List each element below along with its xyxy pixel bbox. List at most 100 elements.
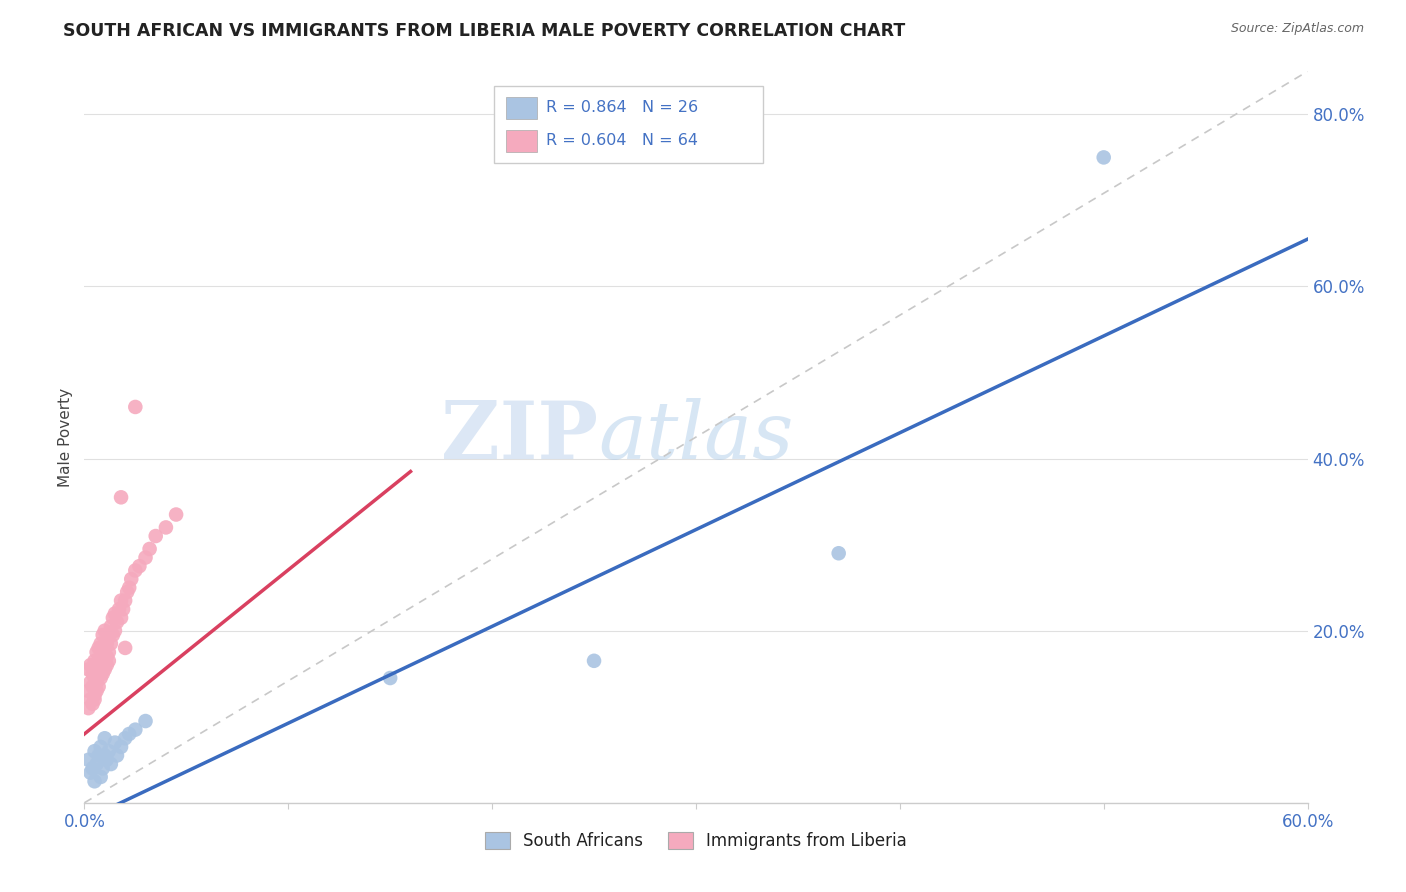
Point: [104, 624, 127, 638]
Point: [135, 550, 157, 565]
Point: [114, 640, 136, 655]
Point: [100, 757, 122, 772]
Point: [114, 593, 136, 607]
Point: [87, 640, 110, 655]
Point: [110, 739, 132, 754]
Point: [93, 654, 115, 668]
Point: [83, 692, 105, 706]
Point: [124, 723, 146, 737]
Point: [145, 529, 167, 543]
Point: [110, 491, 132, 505]
Point: [93, 748, 115, 763]
Point: [83, 744, 105, 758]
Point: [90, 649, 112, 664]
Y-axis label: Male Poverty: Male Poverty: [58, 387, 73, 487]
Point: [90, 637, 112, 651]
Point: [114, 731, 136, 746]
Bar: [506, 130, 537, 152]
Point: [93, 731, 115, 746]
Point: [108, 602, 131, 616]
Point: [82, 697, 104, 711]
Text: R = 0.864   N = 26: R = 0.864 N = 26: [546, 101, 697, 115]
Point: [91, 761, 114, 775]
Point: [77, 701, 100, 715]
Point: [115, 585, 138, 599]
Point: [97, 744, 120, 758]
Point: [135, 714, 157, 728]
Point: [110, 593, 132, 607]
Point: [87, 748, 110, 763]
Point: [96, 753, 118, 767]
Point: [105, 615, 128, 629]
Point: [97, 628, 120, 642]
Point: [104, 607, 127, 621]
Point: [96, 649, 118, 664]
Point: [93, 640, 115, 655]
Point: [105, 748, 128, 763]
Point: [90, 739, 112, 754]
Point: [91, 666, 114, 681]
Point: [1092, 150, 1115, 164]
Point: [83, 654, 105, 668]
Point: [96, 637, 118, 651]
Point: [82, 666, 104, 681]
Point: [79, 658, 101, 673]
Point: [87, 666, 110, 681]
Point: [82, 761, 104, 775]
Point: [90, 770, 112, 784]
Bar: [506, 97, 537, 119]
Point: [138, 541, 160, 556]
Point: [101, 611, 124, 625]
Point: [101, 628, 124, 642]
Point: [583, 654, 606, 668]
Point: [82, 680, 104, 694]
Point: [83, 688, 105, 702]
Point: [83, 671, 105, 685]
Point: [155, 520, 177, 534]
Point: [100, 619, 122, 633]
Point: [120, 572, 142, 586]
Point: [91, 628, 114, 642]
Point: [380, 671, 402, 685]
Point: [83, 774, 105, 789]
Point: [93, 624, 115, 638]
Point: [97, 654, 120, 668]
Point: [86, 658, 108, 673]
Point: [97, 645, 120, 659]
Point: [77, 753, 100, 767]
Point: [77, 684, 100, 698]
Text: R = 0.604   N = 64: R = 0.604 N = 64: [546, 133, 697, 148]
Point: [91, 645, 114, 659]
Point: [118, 727, 141, 741]
Point: [86, 684, 108, 698]
Point: [77, 662, 100, 676]
Point: [100, 637, 122, 651]
Point: [165, 508, 187, 522]
Point: [118, 581, 141, 595]
Point: [124, 564, 146, 578]
Text: ZIP: ZIP: [441, 398, 598, 476]
Point: [79, 692, 101, 706]
Point: [90, 662, 112, 676]
Point: [96, 658, 118, 673]
Text: Source: ZipAtlas.com: Source: ZipAtlas.com: [1230, 22, 1364, 36]
Point: [86, 645, 108, 659]
Point: [87, 654, 110, 668]
Point: [79, 675, 101, 690]
Point: [91, 658, 114, 673]
FancyBboxPatch shape: [494, 86, 763, 163]
Point: [828, 546, 851, 560]
Point: [90, 671, 112, 685]
Text: SOUTH AFRICAN VS IMMIGRANTS FROM LIBERIA MALE POVERTY CORRELATION CHART: SOUTH AFRICAN VS IMMIGRANTS FROM LIBERIA…: [63, 22, 905, 40]
Point: [128, 559, 150, 574]
Point: [110, 611, 132, 625]
Point: [112, 602, 135, 616]
Point: [93, 662, 115, 676]
Text: atlas: atlas: [598, 399, 793, 475]
Legend: South Africans, Immigrants from Liberia: South Africans, Immigrants from Liberia: [478, 825, 914, 856]
Point: [87, 680, 110, 694]
Point: [86, 757, 108, 772]
Point: [79, 765, 101, 780]
Point: [86, 675, 108, 690]
Point: [124, 400, 146, 414]
